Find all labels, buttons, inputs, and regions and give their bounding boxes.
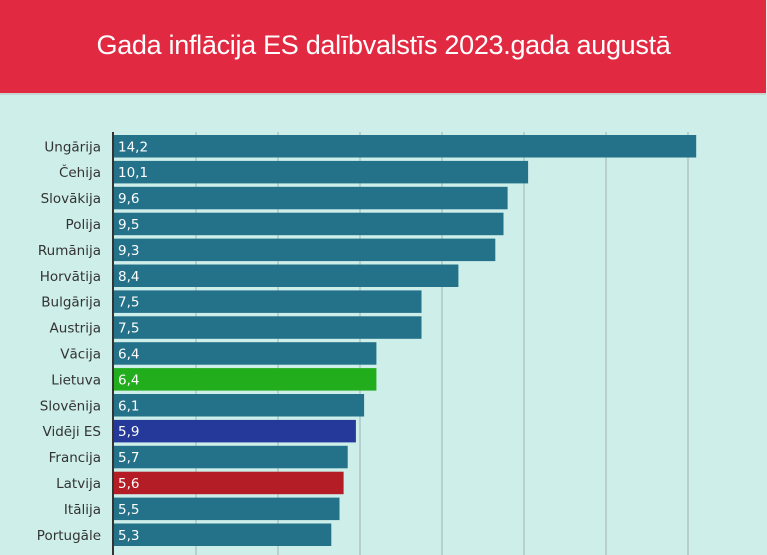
category-label-Portugāle: Portugāle	[37, 528, 101, 544]
value-label-Vidēji ES: 5,9	[118, 424, 139, 440]
bar-Francija	[114, 445, 348, 469]
value-label-Ungārija: 14,2	[118, 139, 148, 155]
bar-Itālija	[114, 497, 340, 521]
category-label-Polija: Polija	[66, 217, 101, 233]
category-label-Čehija: Čehija	[59, 163, 101, 181]
chart-title: Gada inflācija ES dalībvalstīs 2023.gada…	[96, 30, 671, 60]
category-label-Horvātija: Horvātija	[40, 269, 101, 285]
category-label-Bulgārija: Bulgārija	[41, 295, 101, 311]
value-label-Vācija: 6,4	[118, 346, 139, 362]
category-label-Vācija: Vācija	[60, 346, 101, 362]
category-label-Rumānija: Rumānija	[38, 243, 101, 259]
bar-Slovēnija	[114, 394, 365, 417]
value-label-Lietuva: 6,4	[118, 372, 139, 388]
value-label-Čehija: 10,1	[118, 165, 148, 181]
bar-Bulgārija	[114, 290, 422, 313]
bar-Horvātija	[114, 264, 459, 287]
category-label-Latvija: Latvija	[56, 476, 101, 492]
value-label-Austrija: 7,5	[118, 321, 139, 337]
value-label-Slovākija: 9,6	[118, 191, 139, 207]
value-label-Portugāle: 5,3	[118, 528, 139, 544]
category-label-Austrija: Austrija	[50, 321, 101, 337]
category-label-Vidēji ES: Vidēji ES	[43, 424, 101, 440]
bar-Austrija	[114, 316, 422, 339]
value-label-Rumānija: 9,3	[118, 243, 139, 259]
bar-Ungārija	[114, 135, 697, 158]
category-label-Ungārija: Ungārija	[44, 139, 101, 155]
category-label-Slovēnija: Slovēnija	[40, 398, 101, 414]
bar-Rumānija	[114, 238, 496, 262]
bar-Portugāle	[114, 523, 332, 546]
value-label-Horvātija: 8,4	[118, 269, 139, 285]
value-label-Latvija: 5,6	[118, 476, 139, 492]
bar-Vidēji ES	[114, 419, 356, 443]
category-label-Itālija: Itālija	[64, 502, 101, 518]
category-label-Francija: Francija	[49, 450, 101, 466]
value-label-Itālija: 5,5	[118, 502, 139, 518]
bar-Čehija	[114, 160, 529, 184]
bar-Lietuva	[114, 368, 377, 391]
bar-Polija	[114, 212, 504, 236]
bar-Vācija	[114, 342, 377, 365]
bar-Latvija	[114, 471, 344, 495]
header-banner: Gada inflācija ES dalībvalstīs 2023.gada…	[0, 0, 766, 95]
value-label-Polija: 9,5	[118, 217, 139, 233]
bar-Slovākija	[114, 186, 508, 210]
value-label-Bulgārija: 7,5	[118, 295, 139, 311]
category-label-Lietuva: Lietuva	[51, 372, 101, 388]
category-label-Slovākija: Slovākija	[41, 191, 101, 207]
value-label-Francija: 5,7	[118, 450, 139, 466]
value-label-Slovēnija: 6,1	[118, 398, 139, 414]
